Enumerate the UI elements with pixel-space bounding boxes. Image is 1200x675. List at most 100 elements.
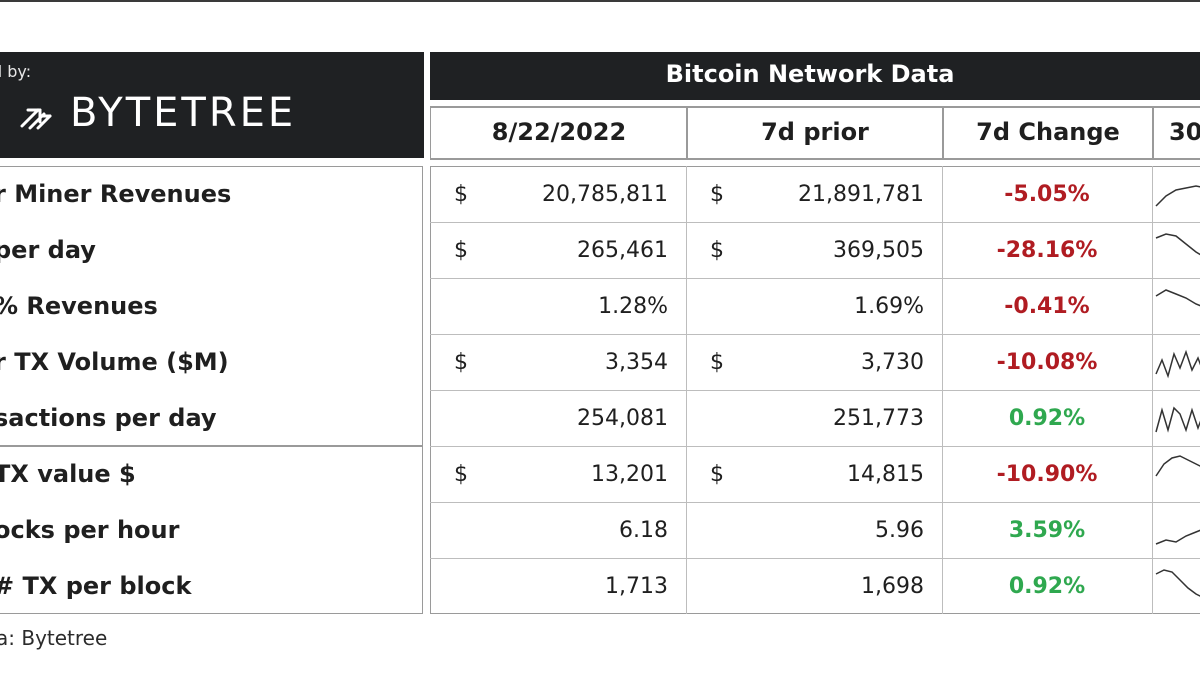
change-value: 0.92% [1008, 573, 1086, 599]
table-row: $13,201 $14,815 -10.90% [430, 446, 1200, 502]
change-value: 0.92% [1008, 405, 1086, 431]
sparkline-30d [1155, 406, 1200, 433]
current-value-cell: 6.18 [430, 502, 686, 558]
table-row: 254,081 251,773 0.92% [430, 390, 1200, 446]
current-value-cell: 1.28% [430, 278, 686, 334]
sparkline-path [1155, 569, 1200, 597]
sparkline-30d [1155, 289, 1200, 307]
sparkline-30d [1155, 529, 1200, 545]
row-divider [430, 446, 1200, 447]
currency-symbol: $ [454, 181, 468, 207]
row-divider [430, 222, 1200, 223]
prior-value-cell: $369,505 [686, 222, 942, 278]
sparkline-30d [1155, 349, 1200, 379]
table-title-bar: Bitcoin Network Data [430, 52, 1200, 100]
sparkline-path [1155, 185, 1200, 207]
row-divider [430, 502, 1200, 503]
sparkline-30d [1155, 185, 1200, 207]
current-value-cell: $3,354 [430, 334, 686, 390]
row-label: r TX Volume ($M) [0, 348, 229, 376]
bytetree-logo-icon [18, 96, 58, 136]
sparkline-path [1155, 455, 1200, 477]
row-label: % Revenues [0, 292, 158, 320]
current-value: 1,713 [605, 573, 668, 599]
sparkline-path [1155, 529, 1200, 545]
table-row: $265,461 $369,505 -28.16% [430, 222, 1200, 278]
prior-value: 251,773 [833, 405, 924, 431]
powered-by-label: d by: [0, 62, 32, 81]
top-rule [0, 0, 1200, 2]
prior-value-cell: 1,698 [686, 558, 942, 614]
table-row: 6.18 5.96 3.59% [430, 502, 1200, 558]
brand-panel: d by: [0, 52, 424, 158]
change-value: 3.59% [1008, 517, 1086, 543]
data-table: $20,785,811 $21,891,781 -5.05% $265,461 $369… [430, 166, 1200, 614]
current-value: 13,201 [591, 461, 668, 487]
prior-value-cell: $14,815 [686, 446, 942, 502]
row-label: ocks per hour [0, 516, 180, 544]
prior-value-cell: $21,891,781 [686, 166, 942, 222]
table-row: 1,713 1,698 0.92% [430, 558, 1200, 614]
column-divider [686, 166, 687, 614]
change-value: -10.08% [996, 349, 1098, 375]
column-header-prior: 7d prior [686, 106, 944, 158]
column-header-current: 8/22/2022 [430, 106, 688, 158]
row-divider [430, 278, 1200, 279]
current-value-cell: $265,461 [430, 222, 686, 278]
change-value: -10.90% [996, 461, 1098, 487]
current-value-cell: 254,081 [430, 390, 686, 446]
column-header-30d: 30 [1152, 106, 1200, 158]
sparkline-path [1155, 406, 1200, 433]
prior-value-cell: 5.96 [686, 502, 942, 558]
column-divider [942, 166, 943, 614]
currency-symbol: $ [710, 237, 724, 263]
prior-value-cell: $3,730 [686, 334, 942, 390]
source-footer: a: Bytetree [0, 626, 108, 650]
prior-value: 369,505 [833, 237, 924, 263]
currency-symbol: $ [454, 237, 468, 263]
prior-value: 1,698 [861, 573, 924, 599]
currency-symbol: $ [710, 181, 724, 207]
column-divider [1152, 166, 1153, 614]
row-label: # TX per block [0, 572, 192, 600]
bytetree-logo-text: BYTETREE [70, 90, 297, 136]
current-value: 20,785,811 [542, 181, 668, 207]
currency-symbol: $ [454, 461, 468, 487]
currency-symbol: $ [710, 461, 724, 487]
sparkline-path [1155, 349, 1200, 379]
sparkline-path [1155, 289, 1200, 307]
change-value: -0.41% [1004, 293, 1090, 319]
sparkline-30d [1155, 569, 1200, 597]
prior-value-cell: 1.69% [686, 278, 942, 334]
column-header-change: 7d Change [942, 106, 1154, 158]
row-divider [430, 390, 1200, 391]
table-title: Bitcoin Network Data [665, 60, 955, 88]
change-value: -5.05% [1004, 181, 1090, 207]
row-label: sactions per day [0, 404, 217, 432]
prior-value: 14,815 [847, 461, 924, 487]
table-row: $3,354 $3,730 -10.08% [430, 334, 1200, 390]
current-value: 254,081 [577, 405, 668, 431]
row-label: per day [0, 236, 96, 264]
sparkline-30d [1155, 233, 1200, 256]
row-labels: r Miner Revenues per day % Revenues r TX… [0, 166, 424, 614]
prior-value-cell: 251,773 [686, 390, 942, 446]
current-value-cell: $20,785,811 [430, 166, 686, 222]
change-value: -28.16% [996, 237, 1098, 263]
row-label: r Miner Revenues [0, 180, 232, 208]
sparkline-30d [1155, 455, 1200, 477]
table-row: 1.28% 1.69% -0.41% [430, 278, 1200, 334]
currency-symbol: $ [710, 349, 724, 375]
prior-value: 1.69% [854, 293, 924, 319]
row-divider [430, 558, 1200, 559]
current-value: 3,354 [605, 349, 668, 375]
current-value: 265,461 [577, 237, 668, 263]
table-row: $20,785,811 $21,891,781 -5.05% [430, 166, 1200, 222]
row-label: TX value $ [0, 460, 136, 488]
sparkline-path [1155, 233, 1200, 256]
current-value: 6.18 [619, 517, 668, 543]
currency-symbol: $ [454, 349, 468, 375]
current-value-cell: $13,201 [430, 446, 686, 502]
current-value-cell: 1,713 [430, 558, 686, 614]
prior-value: 21,891,781 [798, 181, 924, 207]
